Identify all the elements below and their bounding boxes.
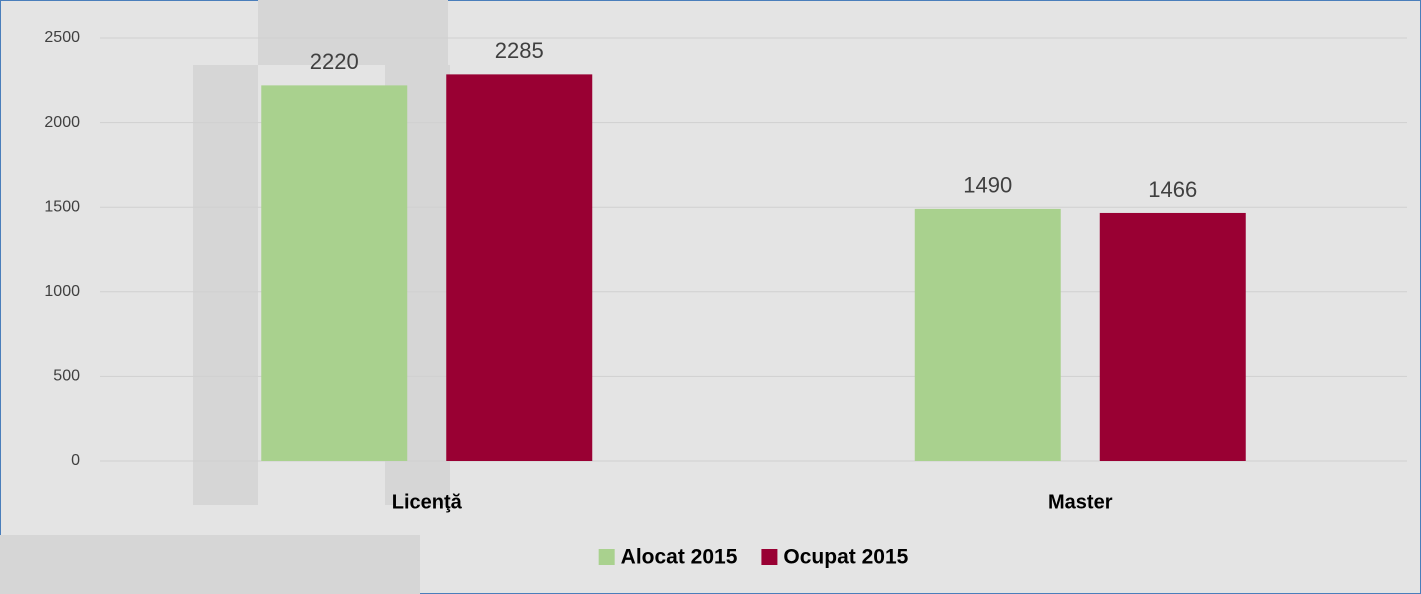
y-tick-label: 2500: [44, 29, 80, 46]
bar: [446, 74, 593, 462]
bar: [914, 208, 1061, 461]
y-tick-label: 2000: [44, 114, 80, 131]
legend-swatch: [598, 549, 615, 565]
legend-label: Ocupat 2015: [783, 546, 908, 569]
bar: [261, 85, 408, 461]
y-tick-label: 500: [53, 368, 80, 385]
bar: [1099, 212, 1246, 461]
legend-swatch: [761, 549, 778, 565]
legend-label: Alocat 2015: [621, 546, 738, 569]
x-tick-label: Licenţă: [392, 491, 463, 513]
watermark-shape: [258, 0, 448, 65]
y-tick-label: 1000: [44, 283, 80, 300]
data-label: 1490: [963, 173, 1012, 198]
x-tick-label: Master: [1048, 491, 1113, 513]
y-tick-label: 1500: [44, 198, 80, 215]
data-label: 1466: [1148, 177, 1197, 202]
watermark-shape: [0, 535, 420, 594]
y-tick-label: 0: [71, 452, 80, 469]
legend: Alocat 2015 Ocupat 2015: [598, 546, 909, 569]
data-label: 2220: [310, 49, 359, 74]
watermark-shape: [193, 65, 258, 505]
data-label: 2285: [495, 38, 544, 63]
